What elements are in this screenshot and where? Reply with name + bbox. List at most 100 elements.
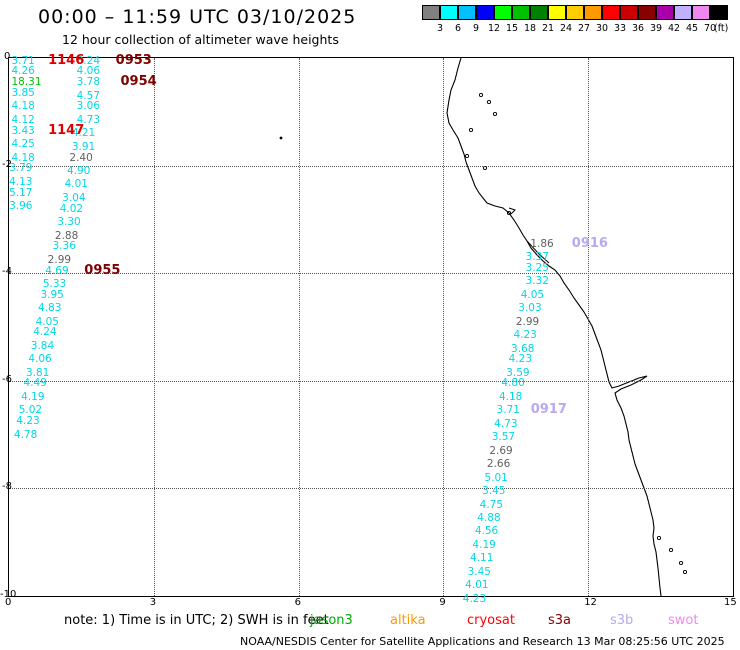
swh-value: 4.57 [76, 89, 101, 102]
swh-value: 4.90 [66, 164, 91, 177]
swh-value: 4.01 [64, 178, 88, 191]
legend-label: 3 [436, 23, 444, 34]
swh-value: 3.25 [525, 261, 549, 274]
swh-value: 3.91 [71, 140, 96, 153]
legend-swatch [584, 5, 602, 20]
island-marker [506, 210, 512, 216]
legend-unit: (ft) [714, 23, 729, 34]
swh-value: 3.36 [52, 240, 76, 253]
swh-value: 3.71 [11, 54, 35, 67]
coastline-path [446, 58, 662, 596]
pass-time-label: 0916 [571, 235, 608, 251]
y-tick-label: -2 [2, 158, 12, 170]
island-marker [682, 569, 688, 575]
grid-line-vertical [298, 58, 300, 596]
swh-value: 3.45 [467, 565, 491, 578]
satellite-label: jason3 [310, 613, 353, 628]
island-marker [678, 560, 684, 566]
legend-label: 45 [685, 23, 699, 34]
satellite-label: swot [668, 613, 699, 628]
legend-swatch [440, 5, 458, 20]
swh-value: 4.25 [11, 138, 35, 151]
legend-swatch [602, 5, 620, 20]
swh-value: 3.95 [40, 288, 64, 301]
swh-value: 4.11 [470, 552, 494, 565]
swh-value: 4.73 [494, 417, 518, 430]
swh-value: 3.68 [511, 342, 535, 355]
swh-value: 4.26 [11, 65, 35, 78]
legend-label: 42 [667, 23, 681, 34]
satellite-label: cryosat [467, 613, 515, 628]
x-tick-label: 3 [149, 597, 157, 608]
swh-value: 3.78 [76, 76, 101, 89]
swh-value: 4.78 [13, 428, 38, 441]
legend-label: 9 [472, 23, 480, 34]
swh-value: 2.99 [47, 253, 72, 266]
y-tick-label: 0 [4, 51, 11, 62]
legend-label: 24 [559, 23, 573, 34]
swh-value: 2.40 [69, 151, 93, 164]
x-tick-label: 15 [724, 597, 737, 608]
island-marker [668, 547, 674, 553]
y-tick-label: -10 [0, 589, 17, 600]
legend-swatch [674, 5, 692, 20]
swh-value: 4.05 [35, 315, 59, 328]
swh-value: 3.59 [506, 366, 530, 379]
x-tick-label: 6 [294, 597, 301, 608]
satellite-label: altika [390, 613, 426, 628]
island-marker [656, 535, 662, 541]
swh-value: 4.05 [520, 288, 545, 301]
swh-value: 3.79 [9, 162, 33, 175]
satellite-label: s3b [610, 613, 634, 628]
legend-label: 18 [523, 23, 537, 34]
swh-value: 3.84 [30, 339, 55, 352]
grid-line-horizontal [9, 165, 733, 167]
swh-value: 4.12 [11, 113, 35, 126]
legend-swatch [548, 5, 566, 20]
legend-label: 36 [631, 23, 645, 34]
swh-value: 3.85 [11, 86, 35, 99]
swh-value: 4.18 [11, 100, 35, 113]
x-tick-label: 0 [5, 597, 12, 608]
grid-line-horizontal [9, 273, 733, 275]
legend-swatch [710, 5, 728, 20]
pass-time-label: 0953 [115, 52, 152, 68]
coastline-inlet [508, 207, 516, 215]
swh-value: 2.66 [486, 458, 511, 471]
island-marker [468, 127, 474, 133]
legend-swatch [656, 5, 674, 20]
pass-time-label: 0955 [84, 262, 121, 278]
legend-swatch [620, 5, 638, 20]
swh-value: 4.80 [501, 377, 525, 390]
swh-value: 3.03 [518, 302, 542, 315]
island-marker [486, 99, 492, 105]
swh-value: 18.31 [11, 76, 42, 89]
pass-time-label: 0917 [530, 402, 567, 418]
swh-value: 3.32 [525, 275, 549, 288]
island-marker [492, 111, 498, 117]
island-marker [279, 136, 283, 140]
swh-value: 5.17 [9, 186, 33, 199]
swh-value: 5.33 [42, 277, 67, 290]
swh-value: 2.99 [515, 315, 540, 328]
swh-value: 3.45 [482, 485, 506, 498]
swh-value: 4.24 [33, 326, 57, 339]
legend-label: 27 [577, 23, 591, 34]
satellite-label: s3a [548, 613, 572, 628]
grid-line-horizontal [9, 488, 733, 490]
swh-value: 4.06 [28, 353, 52, 366]
map-title: 00:00 – 11:59 UTC 03/10/2025 [38, 6, 357, 28]
legend-swatch [422, 5, 440, 20]
legend-label: 39 [649, 23, 663, 34]
swh-value: 3.43 [11, 124, 35, 137]
swh-value: 4.21 [71, 127, 96, 140]
legend-swatch [638, 5, 656, 20]
legend-label: 6 [454, 23, 462, 34]
legend-label: 15 [505, 23, 519, 34]
swh-value: 3.81 [25, 366, 50, 379]
grid-line-vertical [153, 58, 155, 596]
legend-label: 21 [541, 23, 555, 34]
coastline [279, 58, 688, 596]
y-tick-label: -8 [2, 481, 12, 493]
